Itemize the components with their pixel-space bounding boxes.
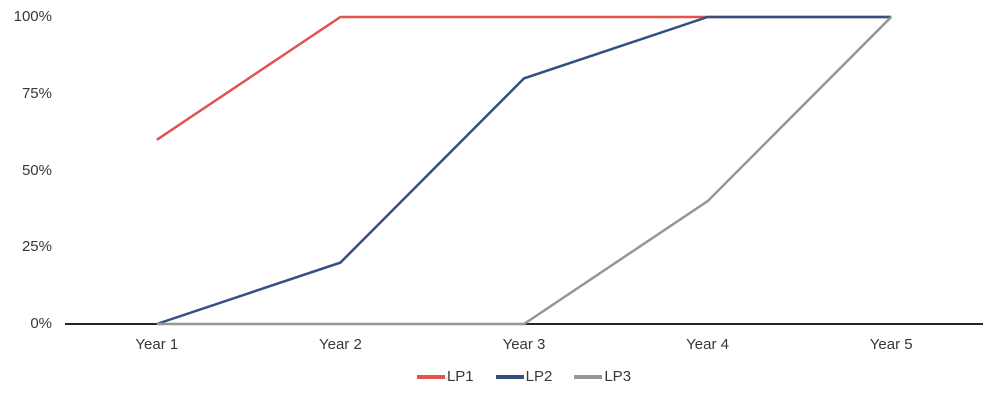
y-tick-label: 25%: [21, 238, 52, 256]
series-line-lp2: [156, 15, 892, 326]
x-tick-label: Year 5: [869, 336, 913, 353]
legend-item-lp1: LP1: [416, 368, 474, 385]
x-tick-label: Year 4: [686, 336, 729, 353]
legend: LP1 LP2 LP3: [65, 368, 983, 385]
legend-item-lp2: LP2: [495, 368, 553, 385]
y-tick-label: 50%: [21, 161, 52, 179]
legend-label: LP3: [604, 368, 632, 385]
y-tick-label: 0%: [30, 315, 52, 332]
y-tick-label: 100%: [13, 8, 52, 25]
legend-label: LP1: [446, 368, 474, 385]
legend-line-swatch: [574, 374, 603, 379]
legend-label: LP2: [525, 368, 553, 385]
series-line-lp3: [156, 16, 893, 326]
legend-item-lp3: LP3: [574, 368, 631, 385]
x-tick-label: Year 2: [318, 336, 362, 353]
x-tick-label: Year 1: [135, 336, 179, 353]
y-tick-label: 75%: [21, 84, 52, 102]
legend-line-swatch: [495, 374, 524, 379]
legend-line-swatch: [416, 374, 445, 379]
x-tick-label: Year 3: [502, 336, 546, 353]
